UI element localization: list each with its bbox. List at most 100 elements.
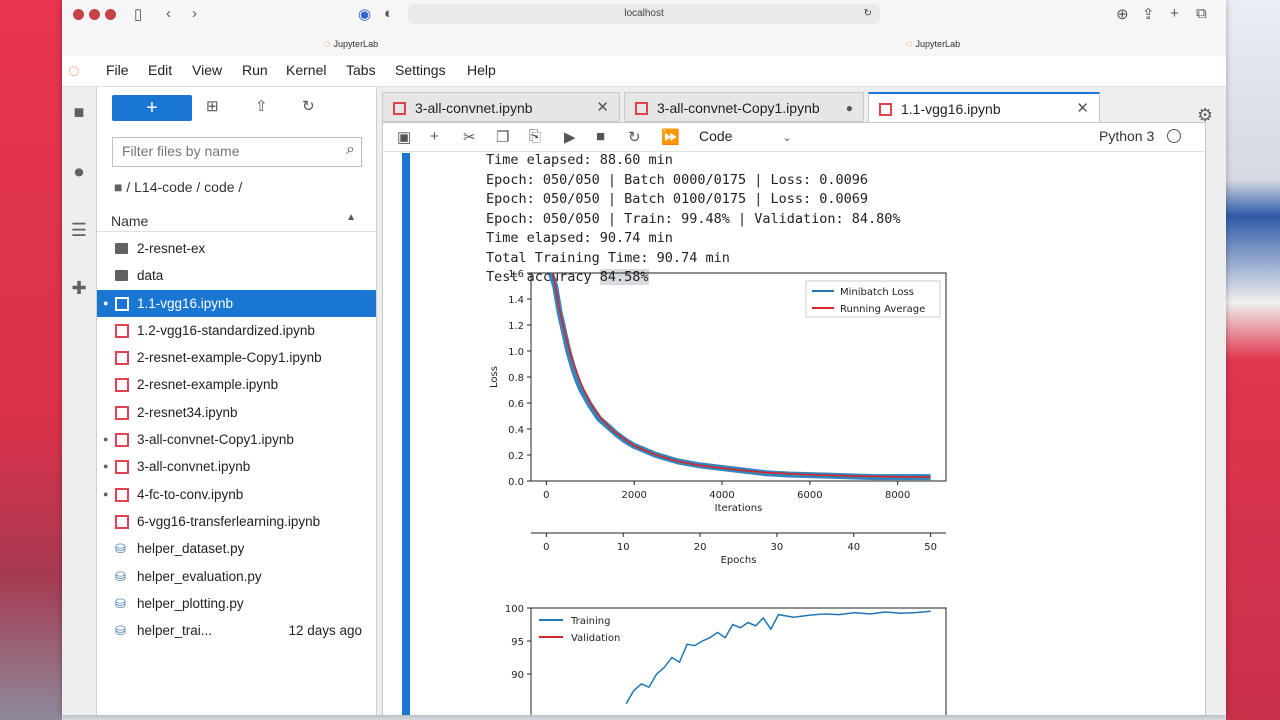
insert-cell-icon[interactable]: + (430, 128, 439, 145)
file-list: 2-resnet-ex data ● 1.1-vgg16.ipynb 1.2-vgg16… (97, 235, 376, 644)
minimize-window-button[interactable] (89, 9, 100, 20)
file-list-item[interactable]: ⛁ helper_plotting.py (97, 590, 376, 617)
file-list-item[interactable]: data (97, 262, 376, 289)
browser-tab-title: JupyterLab (915, 39, 961, 49)
file-list-item[interactable]: ⛁ helper_dataset.py (97, 535, 376, 562)
close-tab-icon[interactable]: ✕ (1076, 100, 1089, 117)
epochs-axis-label: Epochs (721, 555, 757, 566)
fast-forward-icon[interactable]: ⏩ (661, 129, 680, 146)
file-name: 2-resnet-example.ipynb (137, 377, 279, 393)
extensions-icon[interactable]: ✚ (71, 278, 87, 298)
jupyter-logo-icon: ◌ (68, 60, 80, 82)
left-sidebar: ■ ⏺ ☰ ✚ (62, 87, 97, 715)
jupyter-favicon-icon: ◌ (906, 38, 913, 50)
python-file-icon: ⛁ (115, 595, 126, 611)
notebook-tab[interactable]: 3-all-convnet.ipynb ✕ (382, 92, 620, 122)
file-name: helper_plotting.py (137, 595, 244, 611)
menu-help[interactable]: Help (467, 62, 496, 78)
output-line: Epoch: 050/050 | Batch 0100/0175 | Loss:… (486, 191, 869, 207)
notebook-tab-label: 3-all-convnet-Copy1.ipynb (657, 100, 820, 116)
zoom-window-button[interactable] (105, 9, 116, 20)
file-list-item[interactable]: ● 1.1-vgg16.ipynb (97, 289, 376, 317)
forward-icon[interactable]: › (192, 5, 197, 22)
browser-window: ▯ ‹ › ◉ ◐ localhost ↻ ⊕ ⇪ + ⧉ ◌ JupyterLa… (62, 0, 1226, 715)
close-window-button[interactable] (73, 9, 84, 20)
x-axis-label: Iterations (715, 503, 763, 514)
cut-icon[interactable]: ✂ (463, 129, 476, 146)
file-list-item[interactable]: 2-resnet34.ipynb (97, 399, 376, 426)
menu-edit[interactable]: Edit (148, 62, 173, 78)
address-bar[interactable]: localhost ↻ (408, 4, 880, 24)
save-icon[interactable]: ▣ (397, 129, 412, 146)
x-tick-label: 6000 (797, 490, 822, 501)
file-name: 1.2-vgg16-standardized.ipynb (137, 322, 315, 338)
active-cell-indicator[interactable] (402, 153, 410, 715)
folder-icon (115, 243, 128, 254)
upload-icon[interactable]: ⇧ (255, 98, 268, 115)
chevron-down-icon: ⌄ (782, 132, 792, 144)
file-list-item[interactable]: ⛁ helper_evaluation.py (97, 563, 376, 590)
column-header-name[interactable]: Name ▲ (97, 209, 376, 232)
file-list-item[interactable]: ● 4-fc-to-conv.ipynb (97, 481, 376, 508)
file-name: 3-all-convnet.ipynb (137, 459, 251, 475)
plot-frame (530, 607, 947, 715)
file-list-item[interactable]: 6-vgg16-transferlearning.ipynb (97, 508, 376, 535)
property-inspector-icon[interactable]: ⚙ (1197, 105, 1214, 125)
stop-icon[interactable]: ■ (596, 128, 606, 145)
paste-icon[interactable]: ⎘ (529, 128, 542, 145)
file-list-item[interactable]: 2-resnet-example-Copy1.ipynb (97, 344, 376, 371)
new-launcher-button[interactable]: + (112, 95, 192, 121)
unsaved-indicator-icon[interactable]: ● (845, 101, 853, 115)
filter-files-input[interactable] (113, 138, 331, 164)
file-list-item[interactable]: 2-resnet-example.ipynb (97, 371, 376, 398)
menu-file[interactable]: File (106, 62, 129, 78)
reload-icon[interactable]: ↻ (863, 8, 872, 19)
notebook-tab[interactable]: 1.1-vgg16.ipynb ✕ (868, 92, 1100, 122)
file-list-item[interactable]: 1.2-vgg16-standardized.ipynb (97, 317, 376, 344)
running-indicator-icon: ● (103, 434, 109, 445)
y-tick-label: 0.6 (508, 399, 524, 410)
refresh-icon[interactable]: ↻ (302, 98, 315, 115)
copy-icon[interactable]: ❐ (496, 129, 510, 146)
running-kernels-icon[interactable]: ⏺ (74, 162, 84, 182)
menu-settings[interactable]: Settings (395, 62, 446, 78)
share-icon[interactable]: ⇪ (1142, 6, 1155, 23)
menu-kernel[interactable]: Kernel (286, 62, 327, 78)
sidebar-toggle-icon[interactable]: ▯ (134, 6, 143, 23)
breadcrumb[interactable]: ■ / L14-code / code / (114, 179, 242, 195)
menu-tabs[interactable]: Tabs (346, 62, 376, 78)
y-tick-label: 95 (511, 637, 524, 648)
folder-icon[interactable]: ■ (73, 102, 85, 122)
training-accuracy-line (625, 610, 931, 705)
file-list-item[interactable]: ● 3-all-convnet-Copy1.ipynb (97, 426, 376, 453)
close-tab-icon[interactable]: ✕ (596, 99, 609, 116)
new-folder-icon[interactable]: ⊞ (206, 98, 219, 115)
tab-overview-icon[interactable]: ⧉ (1196, 5, 1207, 22)
notebook-icon (635, 102, 648, 115)
restart-icon[interactable]: ↻ (628, 129, 641, 146)
menu-view[interactable]: View (192, 62, 223, 78)
new-tab-icon[interactable]: + (1170, 5, 1179, 22)
run-icon[interactable]: ▶ (564, 129, 576, 146)
filter-files-field[interactable]: ⌕ (112, 137, 362, 167)
reader-icon[interactable]: ◐ (384, 5, 394, 22)
notebook-tab[interactable]: 3-all-convnet-Copy1.ipynb ● (624, 92, 864, 122)
browser-tab[interactable]: ◌ JupyterLab (324, 33, 378, 55)
kernel-name[interactable]: Python 3 (1099, 128, 1155, 144)
output-text-lines: Time elapsed: 88.60 min Epoch: 050/050 | … (486, 151, 1126, 268)
jupyter-menubar: ◌ File Edit View Run Kernel Tabs Setting… (62, 56, 1226, 87)
cell-type-select[interactable]: Code ⌄ (699, 128, 792, 144)
file-name: 6-vgg16-transferlearning.ipynb (137, 513, 321, 529)
back-icon[interactable]: ‹ (166, 5, 171, 22)
jupyter-favicon-icon: ◌ (324, 38, 331, 50)
file-list-item[interactable]: ● 3-all-convnet.ipynb (97, 453, 376, 480)
table-of-contents-icon[interactable]: ☰ (70, 220, 88, 240)
file-list-item[interactable]: 2-resnet-ex (97, 235, 376, 262)
browser-tab[interactable]: ◌ JupyterLab (906, 33, 960, 55)
menu-run[interactable]: Run (242, 62, 268, 78)
notebook-tab-label: 1.1-vgg16.ipynb (901, 101, 1001, 117)
output-line: Total Training Time: 90.74 min (486, 249, 730, 266)
file-list-item[interactable]: ⛁ helper_trai... 12 days ago (97, 617, 376, 644)
downloads-icon[interactable]: ⊕ (1116, 6, 1129, 23)
privacy-icon[interactable]: ◉ (358, 6, 372, 23)
